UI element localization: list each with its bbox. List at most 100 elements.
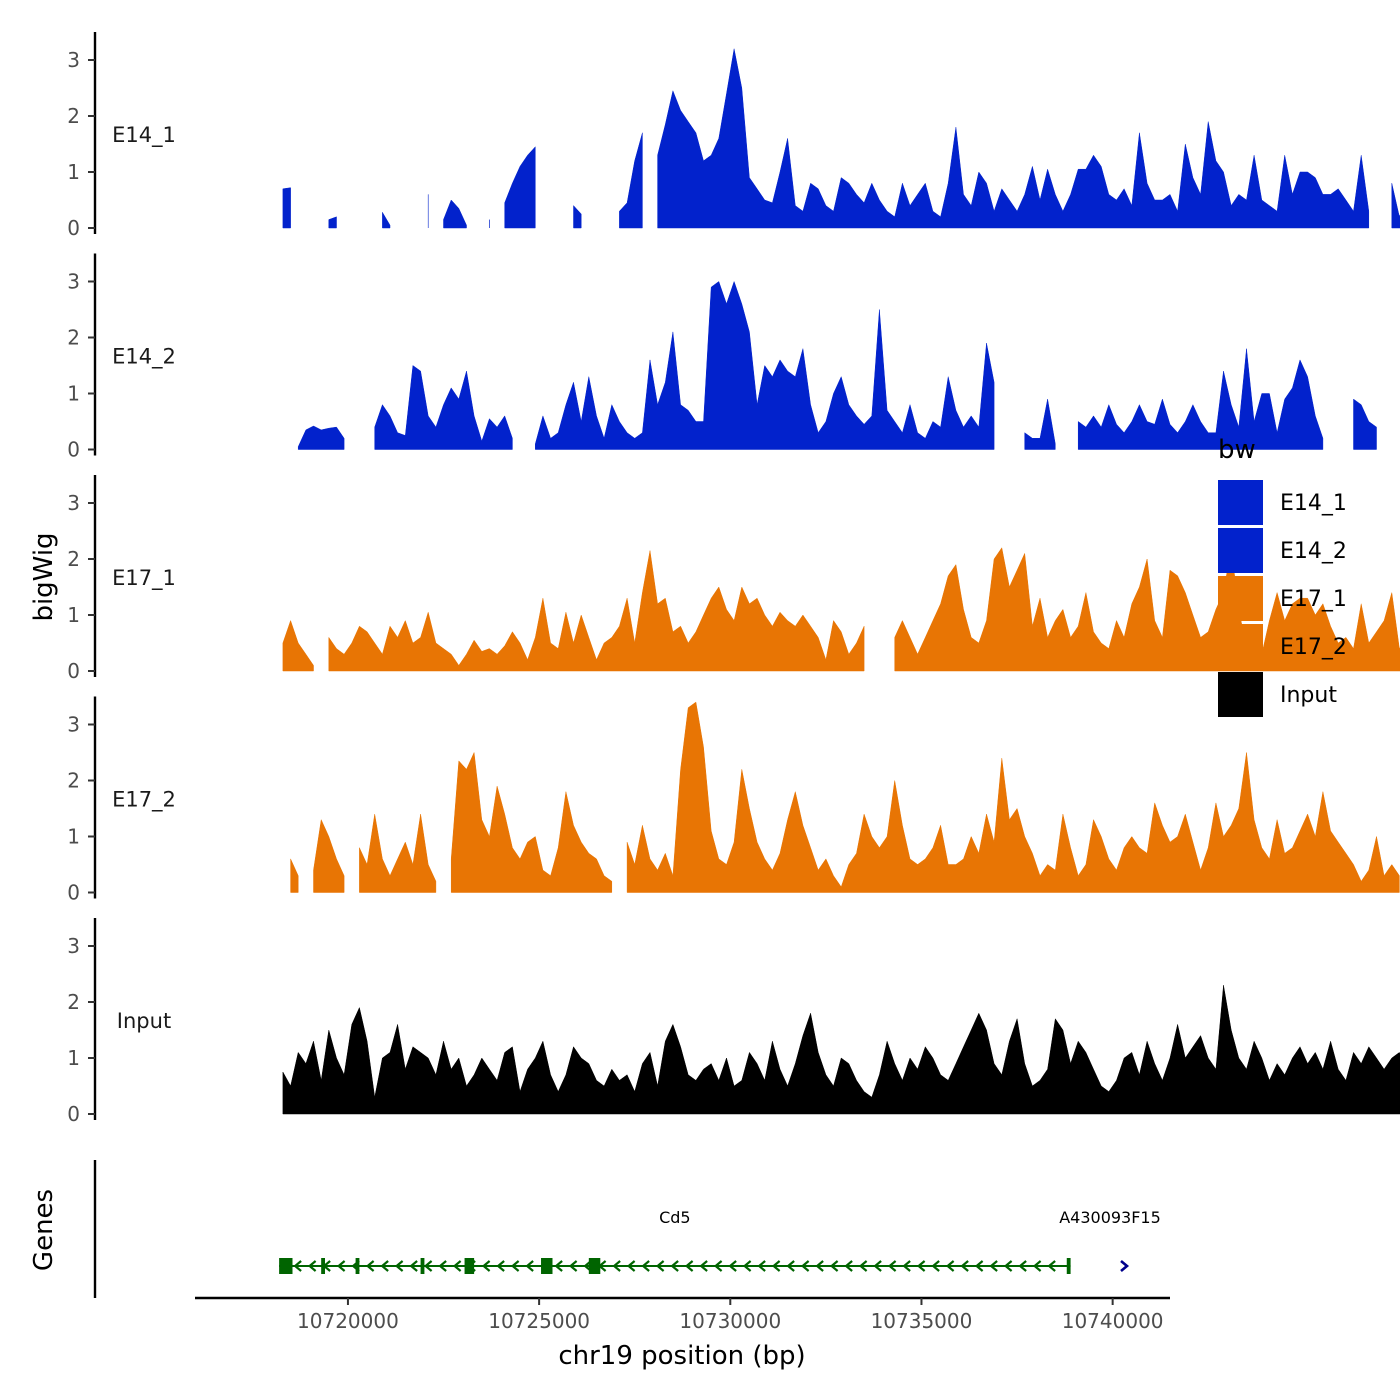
coverage-area-e14-1 — [619, 132, 643, 229]
strand-chevron — [496, 1260, 505, 1272]
track-label-e17-2: E17_2 — [112, 788, 176, 813]
legend-item-e17-2: E17_2 — [1218, 624, 1347, 669]
strand-chevron — [960, 1260, 969, 1272]
coverage-area-e14-1 — [657, 48, 1370, 229]
strand-chevron — [409, 1260, 418, 1272]
y-tick-label: 2 — [67, 326, 80, 350]
strand-chevron — [771, 1260, 781, 1272]
track-label-e17-1: E17_1 — [112, 566, 176, 591]
x-tick-label: 10740000 — [1062, 1309, 1164, 1333]
y-tick-label: 0 — [67, 216, 80, 240]
strand-chevron — [873, 1260, 882, 1272]
coverage-area-e17-2 — [313, 818, 345, 893]
coverage-area-e14-1 — [573, 204, 582, 229]
gene-exon — [464, 1258, 475, 1274]
strand-chevron — [423, 1260, 433, 1272]
strand-chevron — [757, 1260, 766, 1272]
strand-chevron — [815, 1260, 824, 1272]
coverage-area-e14-1 — [1391, 183, 1400, 229]
y-tick-label: 3 — [67, 934, 80, 958]
y-tick-label: 2 — [67, 547, 80, 571]
strand-chevron — [307, 1260, 317, 1272]
y-tick-label: 3 — [67, 270, 80, 294]
coverage-area-e14-2 — [535, 280, 995, 450]
coverage-area-e14-2 — [374, 365, 513, 450]
strand-chevron — [554, 1260, 563, 1272]
y-tick-label: 2 — [67, 104, 80, 128]
strand-chevron — [510, 1260, 520, 1272]
strand-chevron — [1120, 1260, 1130, 1272]
gene-label: Cd5 — [659, 1208, 691, 1227]
gene-exon — [355, 1258, 360, 1274]
coverage-area-e14-1 — [328, 216, 337, 229]
legend-key — [1218, 576, 1263, 621]
x-axis-title: chr19 position (bp) — [558, 1341, 805, 1371]
strand-chevron — [989, 1260, 998, 1272]
y-tick-label: 1 — [67, 160, 80, 184]
strand-chevron — [365, 1260, 375, 1272]
strand-chevron — [380, 1260, 389, 1272]
strand-chevron — [844, 1260, 853, 1272]
strand-chevron — [902, 1260, 911, 1272]
strand-chevron — [568, 1260, 578, 1272]
track-e14-1: 0 1 2 3 E14_1 — [67, 32, 1400, 240]
legend-title: bw — [1218, 435, 1256, 465]
gene-cd5: Cd5 — [279, 1208, 1071, 1274]
strand-chevron — [713, 1260, 723, 1272]
strand-chevron — [742, 1260, 752, 1272]
coverage-area-e17-1 — [328, 550, 865, 672]
gene-exon — [541, 1258, 553, 1274]
legend-key — [1218, 528, 1263, 573]
strand-chevron — [931, 1260, 940, 1272]
gene-exon — [588, 1258, 601, 1274]
strand-chevron — [670, 1260, 679, 1272]
coverage-area-e17-2 — [626, 701, 1400, 893]
legend-label: E17_2 — [1280, 635, 1347, 660]
strand-chevron — [945, 1260, 955, 1272]
coverage-area-e14-2 — [297, 425, 345, 450]
coverage-area-e14-1 — [382, 211, 391, 229]
gene-exon — [420, 1258, 425, 1274]
x-tick-label: 10720000 — [297, 1309, 399, 1333]
strand-chevron — [858, 1260, 868, 1272]
legend-key — [1218, 480, 1263, 525]
gene-label: A430093F15 — [1059, 1208, 1161, 1227]
strand-chevron — [974, 1260, 984, 1272]
strand-chevron — [452, 1260, 462, 1272]
legend-label: Input — [1280, 683, 1337, 708]
coverage-area-e17-2 — [359, 814, 437, 893]
coverage-tracks: 0 1 2 3 E14_1 0 1 2 3 E14_2 0 1 2 3 E17_1 0 1 2 3 E17_2 0 1 2 3… — [67, 32, 1400, 1126]
strand-chevron — [699, 1260, 708, 1272]
y-tick-label: 0 — [67, 438, 80, 462]
coverage-area-e14-1 — [443, 199, 467, 229]
coverage-area-e17-2 — [290, 858, 299, 893]
track-e14-2: 0 1 2 3 E14_2 — [67, 253, 1377, 462]
strand-chevron — [887, 1260, 897, 1272]
strand-chevron — [336, 1260, 346, 1272]
legend-label: E17_1 — [1280, 587, 1347, 612]
strand-chevron — [800, 1260, 810, 1272]
legend-label: E14_1 — [1280, 491, 1347, 516]
track-label-input: Input — [117, 1009, 171, 1033]
strand-chevron — [916, 1260, 926, 1272]
track-e17-1: 0 1 2 3 E17_1 — [67, 475, 1400, 683]
coverage-area-e14-2 — [1353, 398, 1377, 450]
strand-chevron — [829, 1260, 839, 1272]
gene-exon — [1066, 1258, 1071, 1274]
legend-key — [1218, 624, 1263, 669]
strand-chevron — [612, 1260, 621, 1272]
x-axis: 10720000 10725000 10730000 10735000 10740000 — [195, 1296, 1170, 1333]
coverage-area-e14-2 — [1077, 348, 1324, 450]
strand-chevron — [626, 1260, 636, 1272]
strand-chevron — [481, 1260, 491, 1272]
y-tick-label: 2 — [67, 769, 80, 793]
legend: bw E14_1 E14_2 E17_1 E17_2 Input — [1218, 435, 1347, 717]
track-e17-2: 0 1 2 3 E17_2 — [67, 696, 1400, 905]
track-label-e14-2: E14_2 — [112, 345, 176, 370]
strand-chevron — [1003, 1260, 1013, 1272]
gene-track: Cd5 A430093F15 — [93, 1160, 1161, 1298]
y-tick-label: 1 — [67, 382, 80, 406]
legend-key — [1218, 672, 1263, 717]
legend-item-e14-1: E14_1 — [1218, 480, 1347, 525]
